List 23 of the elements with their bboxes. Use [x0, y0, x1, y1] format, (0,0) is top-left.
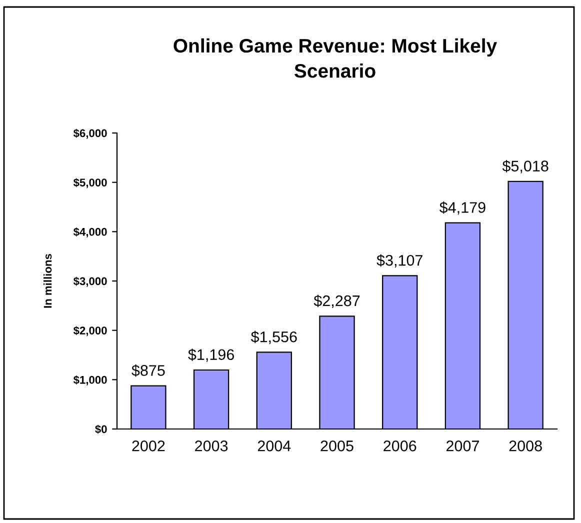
- x-tick-label: 2008: [509, 440, 542, 452]
- x-tick-label: 2004: [258, 440, 291, 452]
- y-tick-label: $6,000: [73, 128, 107, 139]
- data-label: $875: [132, 364, 165, 377]
- y-tick-label: $2,000: [73, 326, 107, 336]
- y-tick-label: $0: [95, 424, 107, 434]
- data-label: $1,196: [188, 348, 234, 362]
- x-tick-label: 2006: [384, 440, 416, 452]
- x-tick-label: 2007: [446, 440, 479, 452]
- data-label: $1,556: [250, 330, 297, 344]
- data-label: $2,287: [314, 294, 360, 308]
- x-tick-label: 2005: [320, 440, 354, 452]
- x-tick-label: 2002: [132, 440, 165, 452]
- data-label: $4,179: [440, 201, 486, 215]
- y-tick-label: $3,000: [73, 276, 107, 287]
- y-tick-label: $4,000: [73, 227, 107, 238]
- y-axis-title: In millions: [43, 254, 52, 308]
- y-tick-label: $5,000: [73, 178, 107, 188]
- chart-title: Online Game Revenue: Most Likely Scenario: [174, 38, 497, 78]
- y-tick-label: $1,000: [73, 375, 107, 386]
- data-label: $5,018: [502, 160, 548, 174]
- data-label: $3,107: [376, 254, 422, 268]
- x-tick-label: 2003: [195, 440, 228, 452]
